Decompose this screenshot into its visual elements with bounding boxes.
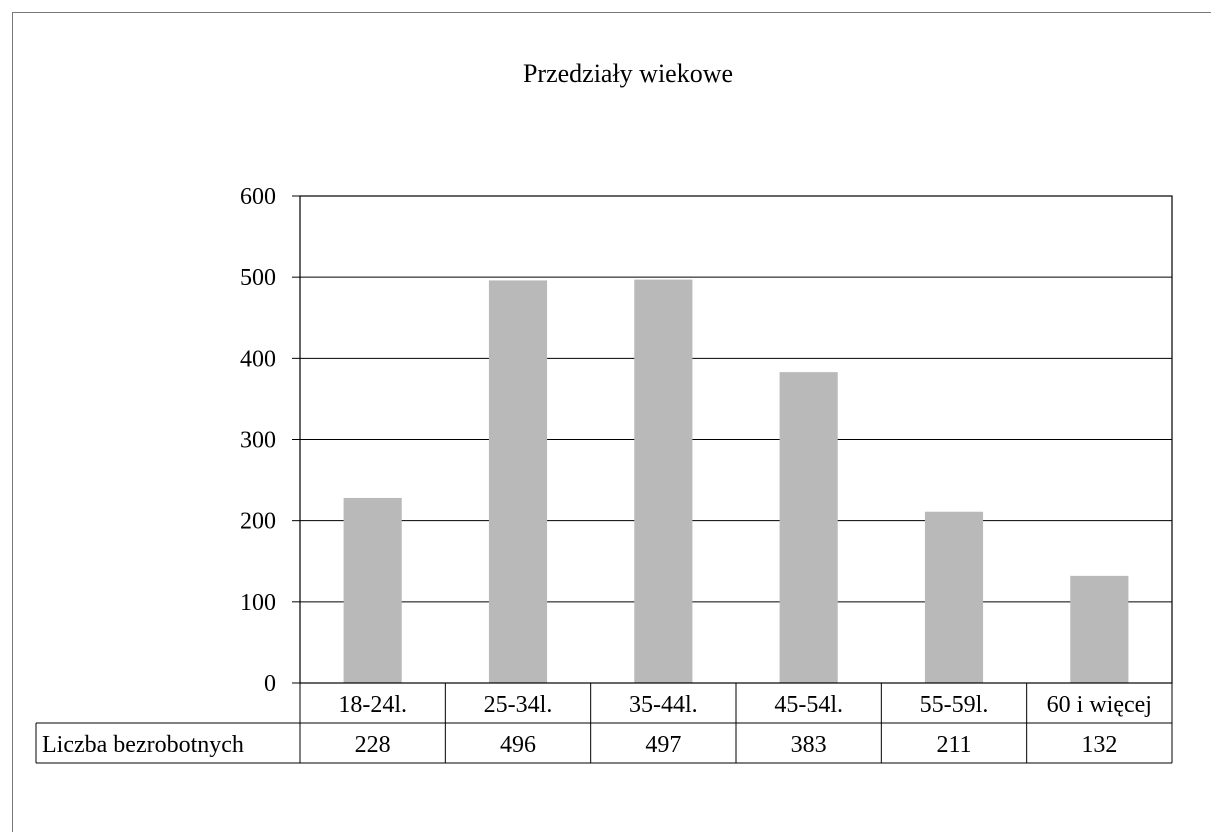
y-tick-label: 200	[240, 509, 276, 535]
axes: 0 100 200 300 400 500 600	[240, 184, 1173, 697]
bar	[779, 372, 838, 683]
bar	[924, 511, 984, 683]
bar	[1070, 575, 1129, 683]
y-tick-label: 100	[240, 590, 276, 616]
category-label: 35-44l.	[629, 692, 698, 718]
data-label: 383	[791, 732, 827, 758]
chart-frame	[12, 12, 1211, 832]
data-label: 228	[355, 732, 391, 758]
category-label: 60 i więcej	[1047, 692, 1152, 718]
category-label: 25-34l.	[484, 692, 553, 718]
y-tick-label: 500	[240, 265, 276, 291]
bar	[343, 497, 402, 683]
y-tick-label: 600	[240, 184, 276, 210]
data-label: 132	[1081, 732, 1117, 758]
data-label: 496	[500, 732, 536, 758]
category-label: 55-59l.	[920, 692, 989, 718]
data-label: 211	[936, 732, 971, 758]
y-tick-label: 300	[240, 428, 276, 454]
data-table: 18-24l. 25-34l. 35-44l. 45-54l. 55-59l. 60 i …	[35, 683, 1173, 764]
bars	[343, 279, 1129, 683]
gridlines	[300, 195, 1172, 603]
series-label: Liczba bezrobotnych	[42, 732, 244, 758]
bar	[634, 279, 693, 683]
bar	[488, 280, 548, 683]
chart-title: Przedziały wiekowe	[523, 59, 733, 88]
data-label: 497	[645, 732, 681, 758]
category-label: 18-24l.	[338, 692, 407, 718]
category-label: 45-54l.	[774, 692, 843, 718]
y-tick-label: 400	[240, 346, 276, 372]
y-tick-label: 0	[264, 671, 276, 697]
